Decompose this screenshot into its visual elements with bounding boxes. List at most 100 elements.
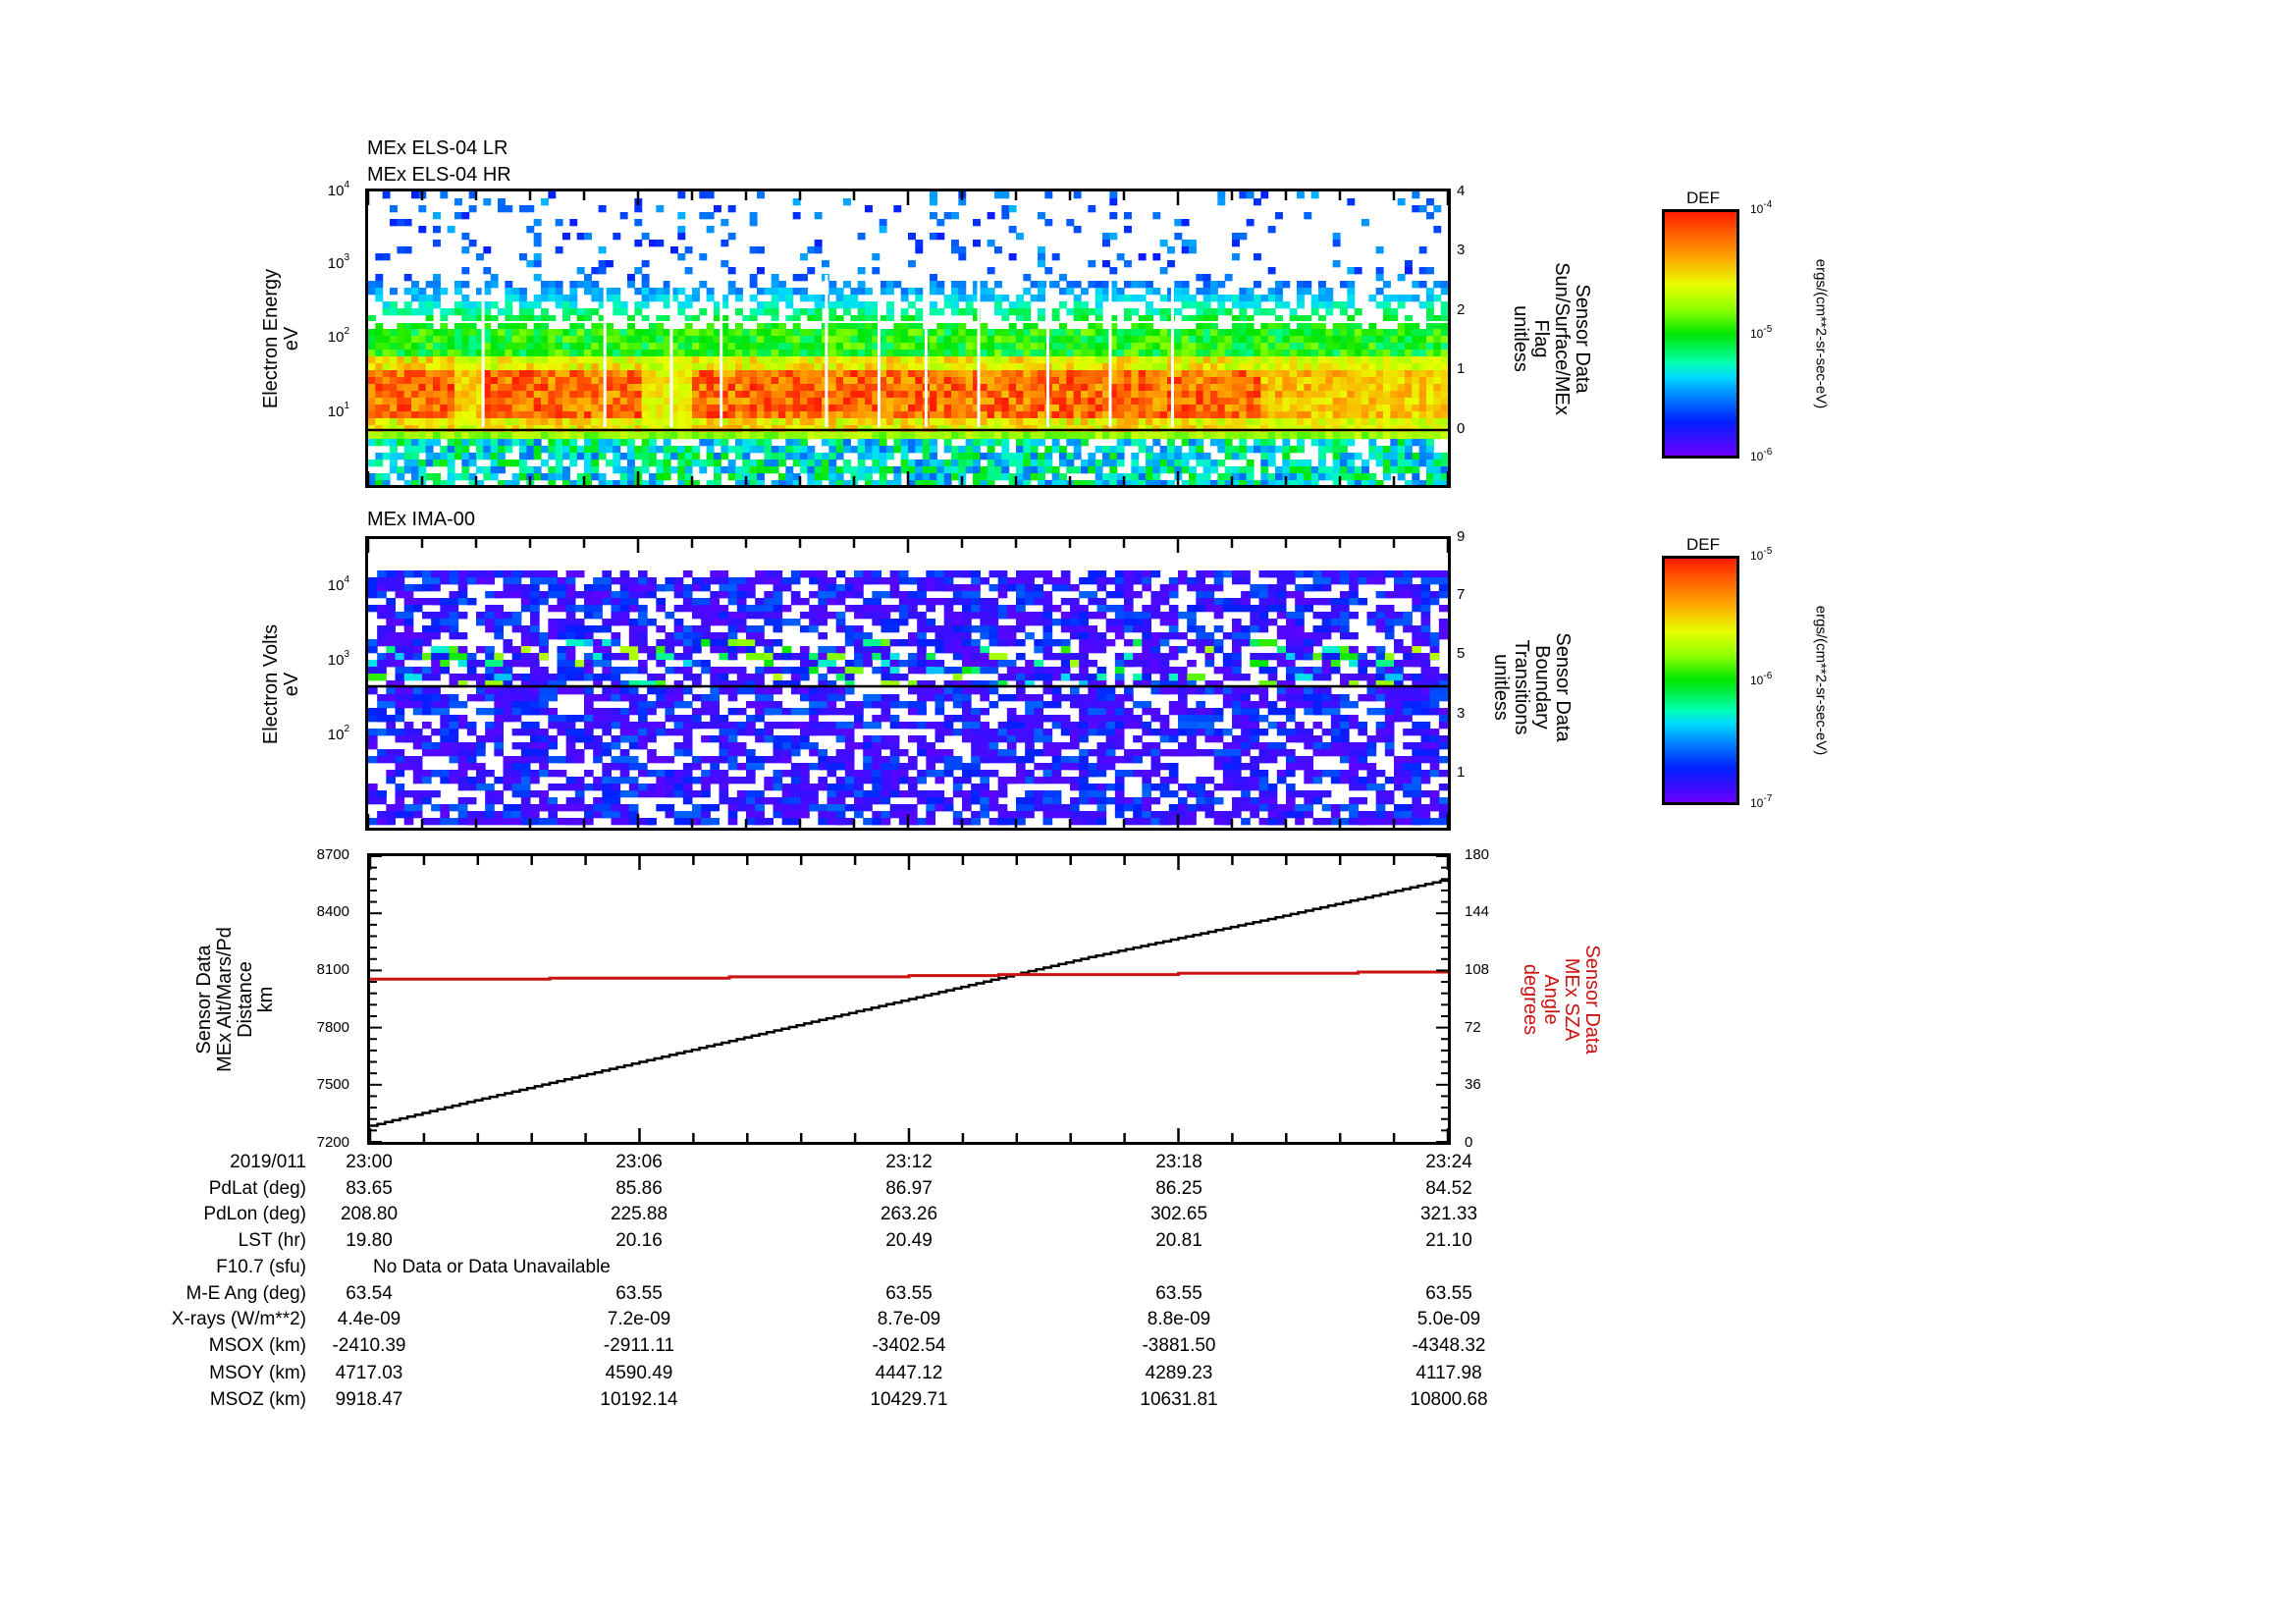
els-ytick-1e1: 101 <box>327 401 349 420</box>
table-cell: 10631.81 <box>1140 1389 1218 1410</box>
table-cell: 4.4e-09 <box>337 1309 401 1329</box>
ima-y2label-line: Sensor Data <box>1552 632 1574 742</box>
orbit-y2label-line: Sensor Data <box>1581 945 1603 1055</box>
table-cell: 8.7e-09 <box>877 1309 941 1329</box>
orbit-ytick: 7500 <box>316 1076 349 1093</box>
els-title-lr: MEx ELS-04 LR <box>367 137 508 159</box>
table-cell: -4348.32 <box>1412 1335 1486 1356</box>
ima-y2tick: 7 <box>1457 586 1466 603</box>
orbit-ytick: 8100 <box>316 961 349 978</box>
els-y2tick: 0 <box>1457 420 1466 437</box>
els-y2label-line: Flag <box>1530 319 1552 358</box>
ima-title: MEx IMA-00 <box>367 509 476 530</box>
els-y2tick: 2 <box>1457 301 1466 318</box>
table-cell: 63.55 <box>885 1283 933 1304</box>
table-cell: 20.16 <box>615 1230 663 1251</box>
table-row-label: LST (hr) <box>238 1230 306 1251</box>
table-cell: 86.97 <box>885 1178 933 1199</box>
els-ylabel-line1: Electron Energy <box>260 268 282 409</box>
table-cell: 4289.23 <box>1145 1363 1213 1383</box>
orbit-lines <box>370 856 1448 1142</box>
table-cell: 9918.47 <box>335 1389 403 1410</box>
ima-y2tick: 3 <box>1457 705 1466 722</box>
table-cell: 263.26 <box>880 1204 938 1224</box>
table-cell: 63.55 <box>615 1283 663 1304</box>
table-cell: 10192.14 <box>600 1389 678 1410</box>
ima-spectrogram <box>365 536 1451 831</box>
table-cell: 10800.68 <box>1410 1389 1488 1410</box>
orbit-y2tick: 108 <box>1465 961 1490 978</box>
table-row-label: MSOX (km) <box>208 1335 306 1356</box>
table-row-label: PdLon (deg) <box>203 1204 306 1224</box>
table-cell: 5.0e-09 <box>1416 1309 1481 1329</box>
table-cell: 23:00 <box>346 1152 393 1172</box>
ima-ytick-1e4: 104 <box>327 574 349 594</box>
table-cell: 63.54 <box>346 1283 393 1304</box>
ima-colorbar <box>1662 556 1739 805</box>
orbit-ylabel-line: MEx Alt/Mars/Pd <box>214 927 236 1072</box>
ima-ytick-1e2: 102 <box>327 724 349 743</box>
ima-y2tick: 1 <box>1457 764 1466 781</box>
table-cell: 4447.12 <box>875 1363 943 1383</box>
orbit-y2label: Sensor Data MEx SZA Angle degrees <box>1520 945 1603 1055</box>
table-cell: -2410.39 <box>332 1335 406 1356</box>
table-cell: -3402.54 <box>872 1335 946 1356</box>
table-cell: 10429.71 <box>870 1389 948 1410</box>
table-cell: 23:12 <box>885 1152 933 1172</box>
ima-y2tick: 9 <box>1457 528 1466 545</box>
ima-ylabel: Electron Volts eV <box>260 623 302 745</box>
ima-ylabel-line1: Electron Volts <box>260 623 282 745</box>
table-cell: 23:18 <box>1155 1152 1202 1172</box>
ima-y2label: Sensor Data Boundary Transitions unitles… <box>1490 632 1574 742</box>
ima-y2label-line: Transitions <box>1511 639 1532 735</box>
orbit-ylabel-line: km <box>255 986 277 1013</box>
els-y2tick: 3 <box>1457 242 1466 258</box>
orbit-y2tick: 36 <box>1465 1076 1481 1093</box>
ima-y2tick: 5 <box>1457 645 1466 662</box>
table-cell: 302.65 <box>1149 1204 1208 1224</box>
orbit-ylabel-line: Sensor Data <box>193 945 215 1055</box>
table-cell: 20.49 <box>885 1230 933 1251</box>
orbit-line-plot <box>367 853 1451 1145</box>
ima-cb-tick: 10-6 <box>1750 671 1773 687</box>
els-ytick-1e4: 104 <box>327 180 349 199</box>
els-cb-tick: 10-6 <box>1750 447 1773 463</box>
orbit-ytick: 7200 <box>316 1134 349 1151</box>
els-title-hr: MEx ELS-04 HR <box>367 164 511 186</box>
table-note: No Data or Data Unavailable <box>373 1257 611 1277</box>
table-cell: 86.25 <box>1155 1178 1202 1199</box>
table-cell: 21.10 <box>1425 1230 1472 1251</box>
table-cell: 63.55 <box>1425 1283 1472 1304</box>
table-row-label: 2019/011 <box>230 1152 306 1172</box>
table-cell: 4717.03 <box>335 1363 403 1383</box>
els-y2tick: 4 <box>1457 183 1466 199</box>
table-cell: 225.88 <box>610 1204 668 1224</box>
els-colorbar-unit: ergs/(cm**2-sr-sec-eV) <box>1812 258 1830 409</box>
ima-y2label-line: unitless <box>1490 654 1512 721</box>
orbit-ytick: 7800 <box>316 1019 349 1036</box>
els-ylabel-line2: eV <box>281 326 302 352</box>
table-cell: 19.80 <box>346 1230 393 1251</box>
table-cell: 84.52 <box>1425 1178 1472 1199</box>
table-cell: 4117.98 <box>1415 1363 1482 1383</box>
orbit-ytick: 8700 <box>316 846 349 863</box>
els-cb-tick: 10-4 <box>1750 199 1773 216</box>
orbit-y2tick: 180 <box>1465 846 1490 863</box>
els-y2label-line: Sensor Data <box>1572 284 1593 394</box>
ima-ylabel-line2: eV <box>281 672 302 697</box>
table-cell: 23:24 <box>1425 1152 1472 1172</box>
els-ylabel: Electron Energy eV <box>260 268 302 409</box>
orbit-ylabel: Sensor Data MEx Alt/Mars/Pd Distance km <box>193 927 277 1072</box>
els-ytick-1e3: 103 <box>327 252 349 272</box>
els-y2label: Sensor Data Sun/Surface/MEx Flag unitles… <box>1510 262 1593 415</box>
orbit-y2tick: 72 <box>1465 1019 1481 1036</box>
ima-colorbar-title: DEF <box>1686 535 1720 554</box>
els-colorbar-title: DEF <box>1686 189 1720 207</box>
orbit-ylabel-line: Distance <box>235 961 256 1038</box>
table-row-label: MSOZ (km) <box>209 1389 306 1410</box>
table-cell: 8.8e-09 <box>1147 1309 1211 1329</box>
orbit-ytick: 8400 <box>316 903 349 920</box>
els-y2label-line: Sun/Surface/MEx <box>1551 262 1573 415</box>
els-colorbar <box>1662 209 1739 459</box>
els-spectrogram <box>365 189 1451 488</box>
